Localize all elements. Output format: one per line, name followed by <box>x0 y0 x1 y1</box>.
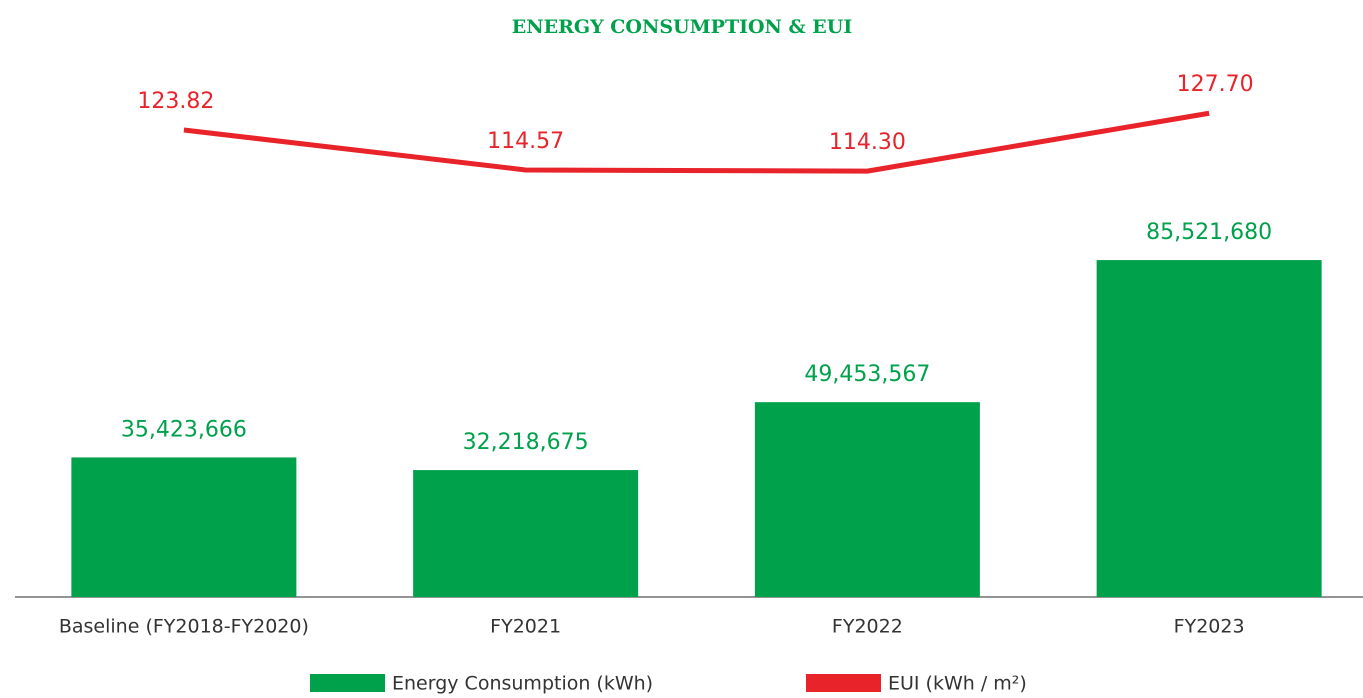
legend-swatch <box>806 674 881 692</box>
bar <box>71 457 297 597</box>
x-tick-label: Baseline (FY2018-FY2020) <box>59 616 309 638</box>
line-value-label: 114.30 <box>829 130 906 155</box>
bar <box>1096 260 1322 597</box>
bar-value-label: 85,521,680 <box>1146 220 1272 245</box>
legend-label: EUI (kWh / m²) <box>888 673 1027 695</box>
bar <box>413 470 639 597</box>
x-tick-label: FY2021 <box>490 616 561 638</box>
line-value-label: 114.57 <box>487 129 564 154</box>
bar-value-label: 35,423,666 <box>121 417 247 442</box>
chart-title: ENERGY CONSUMPTION & EUI <box>512 16 853 38</box>
x-tick-label: FY2023 <box>1174 616 1245 638</box>
bar-value-label: 32,218,675 <box>463 430 589 455</box>
legend-swatch <box>310 674 385 692</box>
line-value-label: 123.82 <box>137 89 214 114</box>
bar <box>754 402 980 597</box>
bar-value-label: 49,453,567 <box>804 362 930 387</box>
line-value-label: 127.70 <box>1177 72 1254 97</box>
x-tick-label: FY2022 <box>832 616 903 638</box>
legend-label: Energy Consumption (kWh) <box>392 673 653 695</box>
line <box>183 110 1210 174</box>
